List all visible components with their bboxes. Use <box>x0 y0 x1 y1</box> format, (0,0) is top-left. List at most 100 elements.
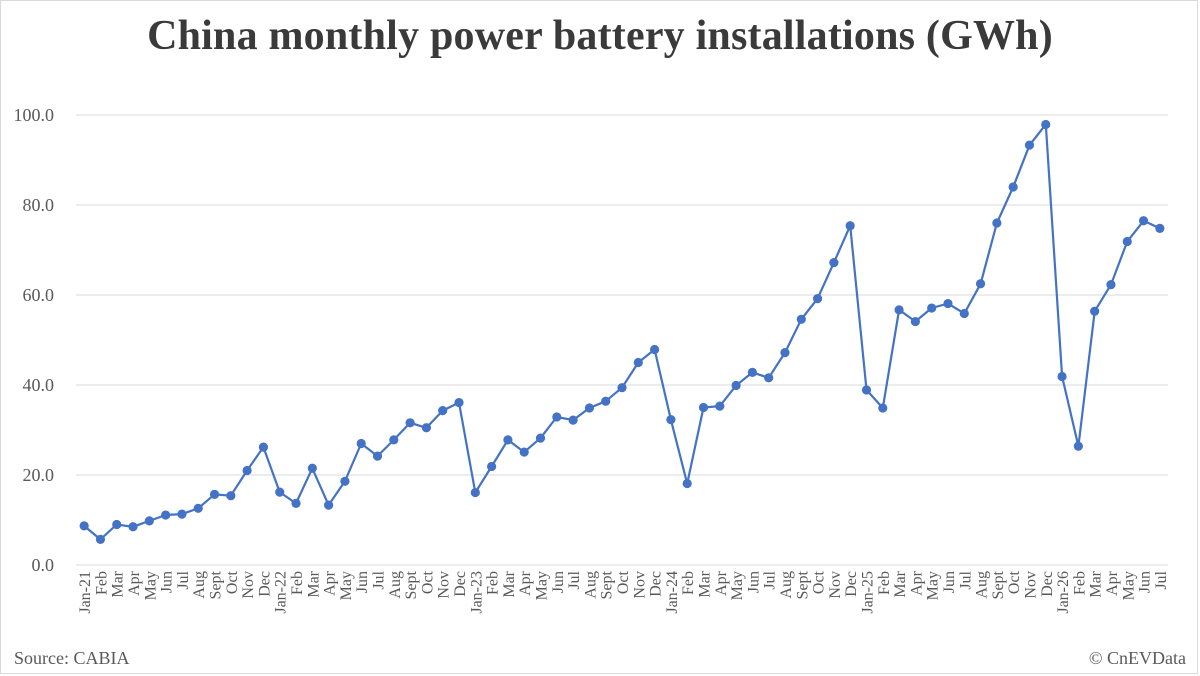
x-tick-label: Jun <box>745 571 762 593</box>
x-tick-label: Dec <box>452 571 469 597</box>
series-line <box>83 123 1161 541</box>
data-point <box>1090 306 1100 316</box>
data-point <box>177 509 187 519</box>
data-point <box>454 397 464 408</box>
x-tick-label: Dec <box>256 571 273 597</box>
x-tick-label: Aug <box>582 571 599 599</box>
x-tick-label: Mar <box>892 570 909 597</box>
x-tick-label: Jul <box>762 570 779 589</box>
x-tick-label: Nov <box>240 571 257 599</box>
data-point <box>535 433 546 443</box>
data-point <box>112 519 122 530</box>
x-tick-label: Apr <box>126 570 143 596</box>
x-axis: Jan-21 Feb Mar Apr May Jun Jul Aug Sept Oct Nov Dec… <box>76 564 1170 614</box>
data-point <box>161 510 171 520</box>
data-point <box>601 396 611 406</box>
x-tick-label: Jun <box>550 571 567 593</box>
data-point <box>275 487 285 497</box>
data-point <box>307 463 317 473</box>
x-tick-label: Sept <box>990 570 1007 599</box>
x-tick-label: Mar <box>696 570 713 597</box>
x-tick-label: Feb <box>93 571 110 595</box>
data-point <box>372 451 383 461</box>
x-tick-label: Jul <box>371 570 388 589</box>
data-point <box>975 279 986 289</box>
x-tick-label: Sept <box>208 570 225 599</box>
data-point <box>617 383 627 393</box>
data-point <box>1008 182 1018 192</box>
data-point <box>698 402 709 413</box>
x-tick-label: Apr <box>517 570 534 596</box>
x-tick-label: Aug <box>191 571 208 599</box>
x-tick-label: Mar <box>501 570 518 597</box>
x-tick-label: Dec <box>1039 571 1056 597</box>
data-point <box>324 500 334 510</box>
x-tick-label: Dec <box>648 571 665 597</box>
x-tick-label: May <box>729 571 746 600</box>
data-point <box>780 348 790 358</box>
data-point <box>144 516 154 526</box>
x-tick-label: Jul <box>1153 570 1170 589</box>
x-tick-label: May <box>534 571 551 600</box>
data-point <box>682 478 692 489</box>
data-point <box>633 357 643 368</box>
x-tick-label: Jul <box>566 570 583 589</box>
data-point <box>552 412 562 422</box>
data-point <box>258 442 269 452</box>
x-tick-label: Mar <box>1088 570 1105 597</box>
x-tick-label: Oct <box>615 570 632 594</box>
y-tick-label: 100.0 <box>14 105 55 125</box>
data-point <box>470 487 480 498</box>
x-tick-label: Apr <box>713 570 730 596</box>
data-point <box>405 418 415 428</box>
x-tick-label: Oct <box>224 570 241 594</box>
data-point <box>519 447 529 457</box>
data-point <box>861 385 872 395</box>
y-tick-label: 0.0 <box>32 555 55 575</box>
data-point <box>894 305 904 315</box>
x-tick-label: Nov <box>1022 571 1039 599</box>
x-tick-label: May <box>338 571 355 600</box>
data-point <box>1073 441 1083 451</box>
data-point <box>1106 280 1116 290</box>
data-point <box>764 373 774 383</box>
data-point <box>193 503 203 513</box>
x-tick-label: Feb <box>876 571 893 595</box>
data-point <box>666 415 676 425</box>
data-point <box>1024 140 1035 150</box>
x-tick-label: Feb <box>1071 571 1088 595</box>
x-tick-label: Feb <box>485 571 502 595</box>
data-point <box>927 303 937 313</box>
source-note: Source: CABIA <box>14 648 130 668</box>
gridlines <box>76 114 1168 476</box>
x-tick-label: May <box>1120 571 1137 600</box>
x-tick-label: Jan-25 <box>859 571 876 614</box>
data-point <box>568 415 578 425</box>
data-point <box>242 465 252 476</box>
data-point <box>503 435 513 445</box>
x-tick-label: Jun <box>159 571 176 593</box>
x-tick-label: Jan-22 <box>273 571 290 614</box>
x-tick-label: Mar <box>305 570 322 597</box>
y-axis: 0.0 20.0 40.0 60.0 80.0 100.0 <box>14 105 55 575</box>
x-tick-label: Jun <box>941 571 958 593</box>
x-tick-label: Nov <box>436 571 453 599</box>
data-point <box>1041 119 1051 130</box>
x-tick-label: Oct <box>419 570 436 594</box>
data-point <box>1122 236 1132 247</box>
x-tick-label: Aug <box>778 571 795 599</box>
data-point <box>649 344 660 355</box>
x-tick-label: May <box>142 571 159 600</box>
data-point <box>209 489 220 499</box>
data-point <box>959 308 969 319</box>
x-tick-label: Apr <box>1104 570 1121 596</box>
data-point <box>715 401 725 411</box>
data-point <box>796 314 806 324</box>
x-tick-label: Oct <box>811 570 828 594</box>
x-tick-label: Feb <box>289 571 306 595</box>
data-point <box>878 403 888 413</box>
x-tick-label: Sept <box>599 570 616 599</box>
data-point <box>812 294 823 304</box>
